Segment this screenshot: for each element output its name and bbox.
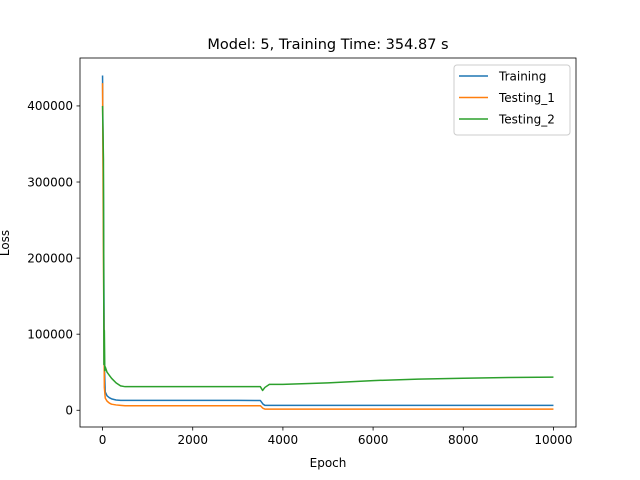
chart-title: Model: 5, Training Time: 354.87 s: [207, 37, 448, 53]
x-axis: 0 2000 4000 6000 8000 10000: [99, 427, 573, 447]
legend-frame: [453, 64, 571, 136]
legend-label-testing-1: Testing_1: [498, 91, 555, 105]
series-line-testing-1: [101, 83, 554, 410]
y-tick-label: 100000: [27, 327, 73, 341]
x-tick-label: 8000: [448, 433, 479, 447]
y-tick-label: 200000: [27, 251, 73, 265]
x-tick-label: 6000: [358, 433, 389, 447]
legend: Training Testing_1 Testing_2: [453, 64, 571, 136]
y-axis-label: Loss: [0, 230, 12, 256]
y-tick-label: 300000: [27, 175, 73, 189]
x-tick-label: 10000: [534, 433, 572, 447]
x-tick-label: 0: [99, 433, 107, 447]
series-line-training: [101, 75, 554, 407]
y-axis: 0 100000 200000 300000 400000: [27, 99, 80, 418]
y-tick-label: 0: [65, 404, 73, 418]
series-line-testing-2: [101, 105, 554, 392]
y-tick-label: 400000: [27, 99, 73, 113]
plot-lines: [101, 75, 554, 410]
x-axis-label: Epoch: [310, 456, 347, 470]
x-tick-label: 2000: [177, 433, 208, 447]
legend-label-training: Training: [498, 69, 546, 83]
x-tick-label: 4000: [268, 433, 299, 447]
legend-label-testing-2: Testing_2: [498, 112, 555, 126]
plot-frame: [79, 57, 577, 428]
